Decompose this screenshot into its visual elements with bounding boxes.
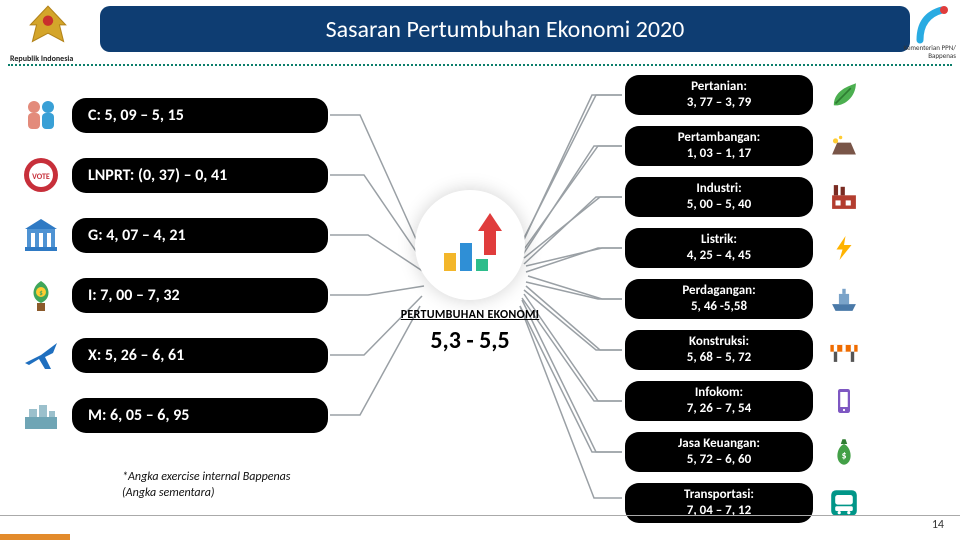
left-row: X: 5, 26 – 6, 61 [18, 334, 328, 376]
svg-text:VOTE: VOTE [32, 172, 50, 182]
right-row: Jasa Keuangan:5, 72 – 6, 60 $ [625, 431, 865, 473]
right-row: Perdagangan:5, 46 -5,58 [625, 278, 865, 320]
left-row: M: 6, 05 – 6, 95 [18, 394, 328, 436]
right-pill: Pertambangan:1, 03 – 1, 17 [625, 126, 813, 165]
footer-divider [0, 515, 960, 516]
right-pill: Industri:5, 00 – 5, 40 [625, 177, 813, 216]
right-pill: Perdagangan:5, 46 -5,58 [625, 279, 813, 318]
footnote: *Angka exercise internal Bappenas (Angka… [122, 470, 290, 501]
family-icon [18, 94, 64, 136]
right-row: Industri:5, 00 – 5, 40 [625, 176, 865, 218]
garuda-emblem-icon [22, 2, 74, 54]
expenditure-column: C: 5, 09 – 5, 15 VOTE LNPRT: (0, 37) – 0… [18, 94, 328, 454]
leaf-icon [823, 74, 865, 116]
left-pill: I: 7, 00 – 7, 32 [72, 278, 328, 313]
left-row: $ I: 7, 00 – 7, 32 [18, 274, 328, 316]
left-pill: M: 6, 05 – 6, 95 [72, 398, 328, 433]
invest-icon: $ [18, 274, 64, 316]
svg-text:$: $ [39, 288, 43, 297]
right-row: Konstruksi:5, 68 – 5, 72 [625, 329, 865, 371]
phone-icon [823, 380, 865, 422]
right-pill: Jasa Keuangan:5, 72 – 6, 60 [625, 432, 813, 471]
plane-icon [18, 334, 64, 376]
bus-icon [823, 482, 865, 524]
header-divider [8, 64, 952, 66]
government-icon [18, 214, 64, 256]
left-row: C: 5, 09 – 5, 15 [18, 94, 328, 136]
footer-accent [0, 534, 70, 540]
vote-icon: VOTE [18, 154, 64, 196]
left-row: G: 4, 07 – 4, 21 [18, 214, 328, 256]
right-pill: Transportasi:7, 04 – 7, 12 [625, 483, 813, 522]
left-pill: C: 5, 09 – 5, 15 [72, 98, 328, 133]
right-row: Listrik:4, 25 – 4, 45 [625, 227, 865, 269]
left-pill: LNPRT: (0, 37) – 0, 41 [72, 158, 328, 193]
page-number: 14 [932, 518, 944, 532]
center-value: 5,3 - 5,5 [370, 326, 570, 355]
right-row: Pertanian:3, 77 – 3, 79 [625, 74, 865, 116]
right-pill: Pertanian:3, 77 – 3, 79 [625, 75, 813, 114]
bolt-icon [823, 227, 865, 269]
sector-column: Pertanian:3, 77 – 3, 79 Pertambangan:1, … [625, 74, 865, 533]
barrier-icon [823, 329, 865, 371]
port-icon [18, 394, 64, 436]
money-icon: $ [823, 431, 865, 473]
mine-icon [823, 125, 865, 167]
right-pill: Konstruksi:5, 68 – 5, 72 [625, 330, 813, 369]
bappenas-logo-label: Kementerian PPN/ Bappenas [903, 44, 956, 59]
center-node: PERTUMBUHAN EKONOMI 5,3 - 5,5 [370, 190, 570, 355]
left-pill: X: 5, 26 – 6, 61 [72, 338, 328, 373]
factory-icon [823, 176, 865, 218]
right-pill: Listrik:4, 25 – 4, 45 [625, 228, 813, 267]
header-band: Sasaran Pertumbuhan Ekonomi 2020 [100, 6, 910, 52]
ship-icon [823, 278, 865, 320]
svg-text:$: $ [842, 449, 847, 461]
center-label: PERTUMBUHAN EKONOMI [370, 308, 570, 322]
bappenas-logo-icon [912, 4, 952, 44]
center-chart-icon [415, 190, 525, 300]
right-row: Infokom:7, 26 – 7, 54 [625, 380, 865, 422]
left-pill: G: 4, 07 – 4, 21 [72, 218, 328, 253]
page-title: Sasaran Pertumbuhan Ekonomi 2020 [326, 15, 685, 44]
right-row: Transportasi:7, 04 – 7, 12 [625, 482, 865, 524]
left-row: VOTE LNPRT: (0, 37) – 0, 41 [18, 154, 328, 196]
right-row: Pertambangan:1, 03 – 1, 17 [625, 125, 865, 167]
right-pill: Infokom:7, 26 – 7, 54 [625, 381, 813, 420]
emblem-label: Republik Indonesia [10, 54, 73, 64]
